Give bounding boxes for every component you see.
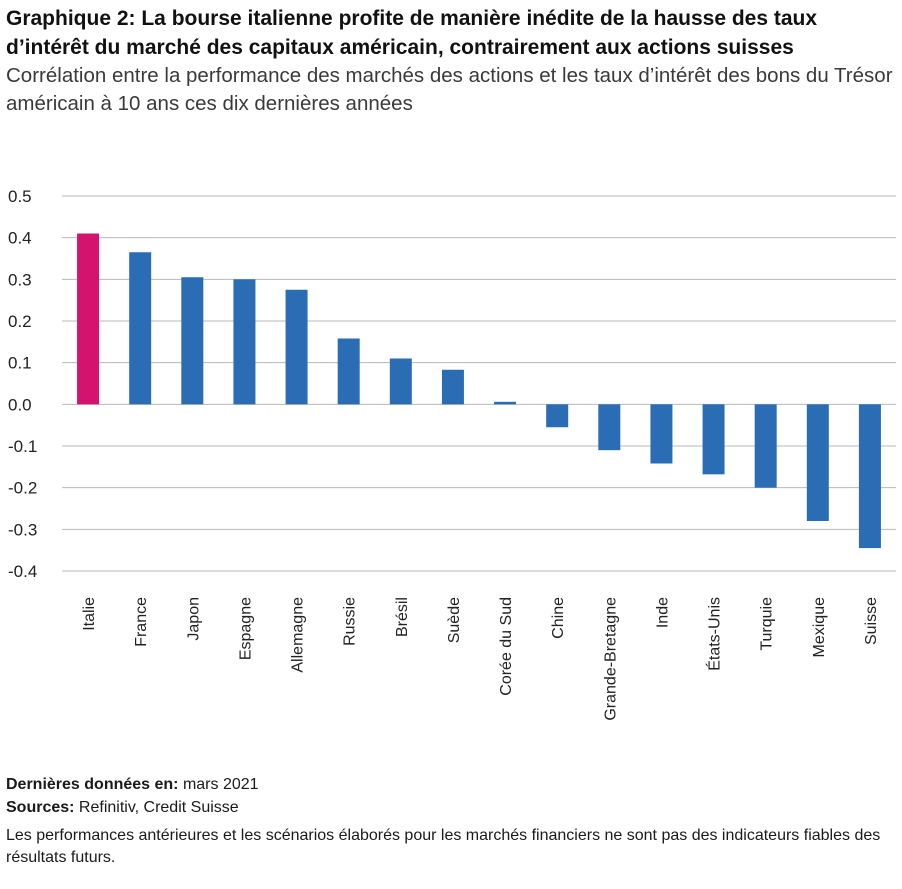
bar-espagne <box>233 279 256 405</box>
y-tick-label: -0.2 <box>8 479 37 498</box>
y-tick-label: 0.2 <box>8 312 32 331</box>
footnote-disclaimer: Les performances antérieures et les scén… <box>6 827 881 866</box>
y-tick-label: 0.1 <box>8 354 32 373</box>
chart-subtitle: Corrélation entre la performance des mar… <box>6 64 893 115</box>
bar-mexique <box>806 404 829 521</box>
x-tick-label: Japon <box>185 597 202 641</box>
bar-allemagne <box>285 289 308 405</box>
x-tick-label: Corée du Sud <box>498 597 515 696</box>
x-tick-label: Russie <box>342 597 359 646</box>
y-tick-label: 0.3 <box>8 270 32 289</box>
x-tick-label: Turquie <box>759 597 776 651</box>
y-tick-label: -0.1 <box>8 437 37 456</box>
bar-grande-bretagne <box>598 404 621 451</box>
bar-brésil <box>389 358 412 405</box>
bar-inde <box>650 404 673 464</box>
x-tick-label: Chine <box>550 597 567 639</box>
y-tick-label: -0.3 <box>8 520 37 539</box>
y-tick-label: -0.4 <box>8 562 37 581</box>
x-tick-label: Suisse <box>863 597 880 645</box>
x-tick-label: Allemagne <box>290 597 307 673</box>
x-tick-label: Mexique <box>811 597 828 658</box>
footnote-sources-value: Refinitiv, Credit Suisse <box>74 799 239 816</box>
bar-chine <box>546 404 569 428</box>
bar-russie <box>337 338 360 405</box>
bar-corée-du-sud <box>494 401 517 405</box>
x-tick-label: Grande-Bretagne <box>602 597 619 721</box>
x-tick-label: Inde <box>654 597 671 628</box>
footnote-sources-label: Sources: <box>6 799 75 816</box>
bar-suède <box>441 369 464 405</box>
footnote-sources: Sources: Refinitiv, Credit Suisse <box>6 797 898 819</box>
x-tick-label: Espagne <box>237 597 254 660</box>
y-tick-label: 0.4 <box>8 229 32 248</box>
y-tick-label: 0.0 <box>8 395 32 414</box>
x-tick-label: Brésil <box>394 597 411 637</box>
bar-japon <box>181 277 204 405</box>
footnote-date: Dernières données en: mars 2021 <box>6 774 898 796</box>
bar-italie <box>77 233 100 405</box>
footnote-date-label: Dernières données en: <box>6 776 179 793</box>
x-tick-label: France <box>133 597 150 647</box>
footnote-date-value: mars 2021 <box>178 776 259 793</box>
x-tick-label: États-Unis <box>705 597 724 671</box>
chart-title: Graphique 2: La bourse italienne profite… <box>6 7 818 59</box>
y-tick-label: 0.5 <box>8 187 32 206</box>
bar-turquie <box>754 404 777 488</box>
bar-états-unis <box>702 404 725 475</box>
bar-suisse <box>858 404 881 549</box>
x-tick-label: Suède <box>446 597 463 643</box>
bar-chart: 0.5 0.4 0.3 0.2 0.1 0.0 -0.1 -0.2 -0.3 -0.4 Italie… <box>8 187 896 721</box>
bar-france <box>129 252 152 405</box>
x-tick-label: Italie <box>81 597 98 631</box>
